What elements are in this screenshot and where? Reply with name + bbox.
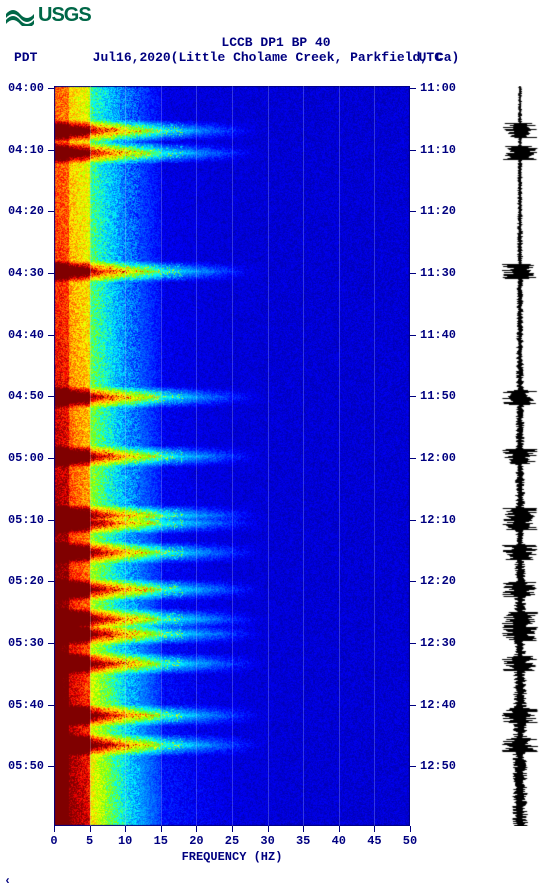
x-tick	[339, 826, 340, 832]
y-tick-label-left: 04:40	[8, 328, 44, 342]
y-tick-left	[48, 273, 54, 274]
y-tick-label-left: 04:20	[8, 204, 44, 218]
usgs-logo: USGS	[6, 4, 91, 27]
y-tick-label-right: 12:30	[420, 636, 456, 650]
x-tick	[303, 826, 304, 832]
x-tick	[54, 826, 55, 832]
y-tick-label-left: 05:10	[8, 513, 44, 527]
x-tick-label: 25	[225, 834, 239, 848]
x-tick	[196, 826, 197, 832]
y-tick-left	[48, 211, 54, 212]
y-tick-left	[48, 150, 54, 151]
y-tick-label-left: 04:00	[8, 81, 44, 95]
y-tick-right	[410, 520, 416, 521]
y-tick-label-right: 11:40	[420, 328, 456, 342]
y-tick-right	[410, 88, 416, 89]
y-tick-label-right: 12:10	[420, 513, 456, 527]
y-tick-right	[410, 581, 416, 582]
y-tick-left	[48, 396, 54, 397]
y-tick-left	[48, 705, 54, 706]
x-tick-label: 40	[332, 834, 346, 848]
x-tick	[125, 826, 126, 832]
y-tick-label-left: 04:50	[8, 389, 44, 403]
y-tick-label-right: 12:00	[420, 451, 456, 465]
footer-mark: ‹	[4, 874, 11, 888]
y-tick-right	[410, 643, 416, 644]
x-tick-label: 20	[189, 834, 203, 848]
x-tick-label: 0	[50, 834, 57, 848]
y-tick-label-left: 05:30	[8, 636, 44, 650]
gridline	[232, 86, 233, 826]
y-tick-right	[410, 396, 416, 397]
x-tick-label: 35	[296, 834, 310, 848]
y-tick-label-left: 05:20	[8, 574, 44, 588]
chart-subtitle: Jul16,2020(Little Cholame Creek, Parkfie…	[0, 50, 552, 65]
x-tick	[268, 826, 269, 832]
y-tick-left	[48, 88, 54, 89]
y-tick-label-left: 05:40	[8, 698, 44, 712]
y-tick-left	[48, 766, 54, 767]
x-tick	[161, 826, 162, 832]
y-tick-label-left: 05:50	[8, 759, 44, 773]
y-tick-label-right: 12:20	[420, 574, 456, 588]
waveform-strip	[500, 86, 540, 826]
y-tick-right	[410, 766, 416, 767]
y-tick-label-right: 11:00	[420, 81, 456, 95]
x-axis-label: FREQUENCY (HZ)	[54, 850, 410, 864]
y-tick-label-right: 12:50	[420, 759, 456, 773]
x-tick	[232, 826, 233, 832]
y-tick-right	[410, 705, 416, 706]
gridline	[125, 86, 126, 826]
gridline	[374, 86, 375, 826]
gridline	[303, 86, 304, 826]
y-tick-right	[410, 150, 416, 151]
chart-title: LCCB DP1 BP 40	[0, 35, 552, 50]
y-tick-left	[48, 643, 54, 644]
gridline	[161, 86, 162, 826]
logo-text: USGS	[38, 4, 91, 27]
y-tick-right	[410, 335, 416, 336]
gridline	[268, 86, 269, 826]
y-tick-left	[48, 520, 54, 521]
y-tick-label-left: 05:00	[8, 451, 44, 465]
x-axis: FREQUENCY (HZ) 05101520253035404550	[54, 826, 410, 866]
x-tick-label: 30	[260, 834, 274, 848]
x-tick	[90, 826, 91, 832]
gridline	[196, 86, 197, 826]
y-tick-label-right: 11:20	[420, 204, 456, 218]
y-tick-right	[410, 458, 416, 459]
x-tick-label: 10	[118, 834, 132, 848]
x-tick	[410, 826, 411, 832]
y-tick-label-right: 11:10	[420, 143, 456, 157]
y-tick-left	[48, 581, 54, 582]
y-tick-label-left: 04:30	[8, 266, 44, 280]
timezone-right-label: UTC	[419, 50, 442, 65]
x-tick-label: 45	[367, 834, 381, 848]
y-tick-label-right: 12:40	[420, 698, 456, 712]
y-tick-label-right: 11:30	[420, 266, 456, 280]
gridline	[339, 86, 340, 826]
y-axis-left: 04:0004:1004:2004:3004:4004:5005:0005:10…	[0, 86, 54, 826]
x-tick	[374, 826, 375, 832]
gridline	[90, 86, 91, 826]
y-axis-right: 11:0011:1011:2011:3011:4011:5012:0012:10…	[410, 86, 470, 826]
y-tick-label-left: 04:10	[8, 143, 44, 157]
spectrogram	[54, 86, 410, 826]
x-tick-label: 50	[403, 834, 417, 848]
wave-icon	[6, 6, 34, 26]
y-tick-right	[410, 273, 416, 274]
x-tick-label: 15	[154, 834, 168, 848]
x-tick-label: 5	[86, 834, 93, 848]
y-tick-label-right: 11:50	[420, 389, 456, 403]
y-tick-left	[48, 335, 54, 336]
y-tick-left	[48, 458, 54, 459]
y-tick-right	[410, 211, 416, 212]
